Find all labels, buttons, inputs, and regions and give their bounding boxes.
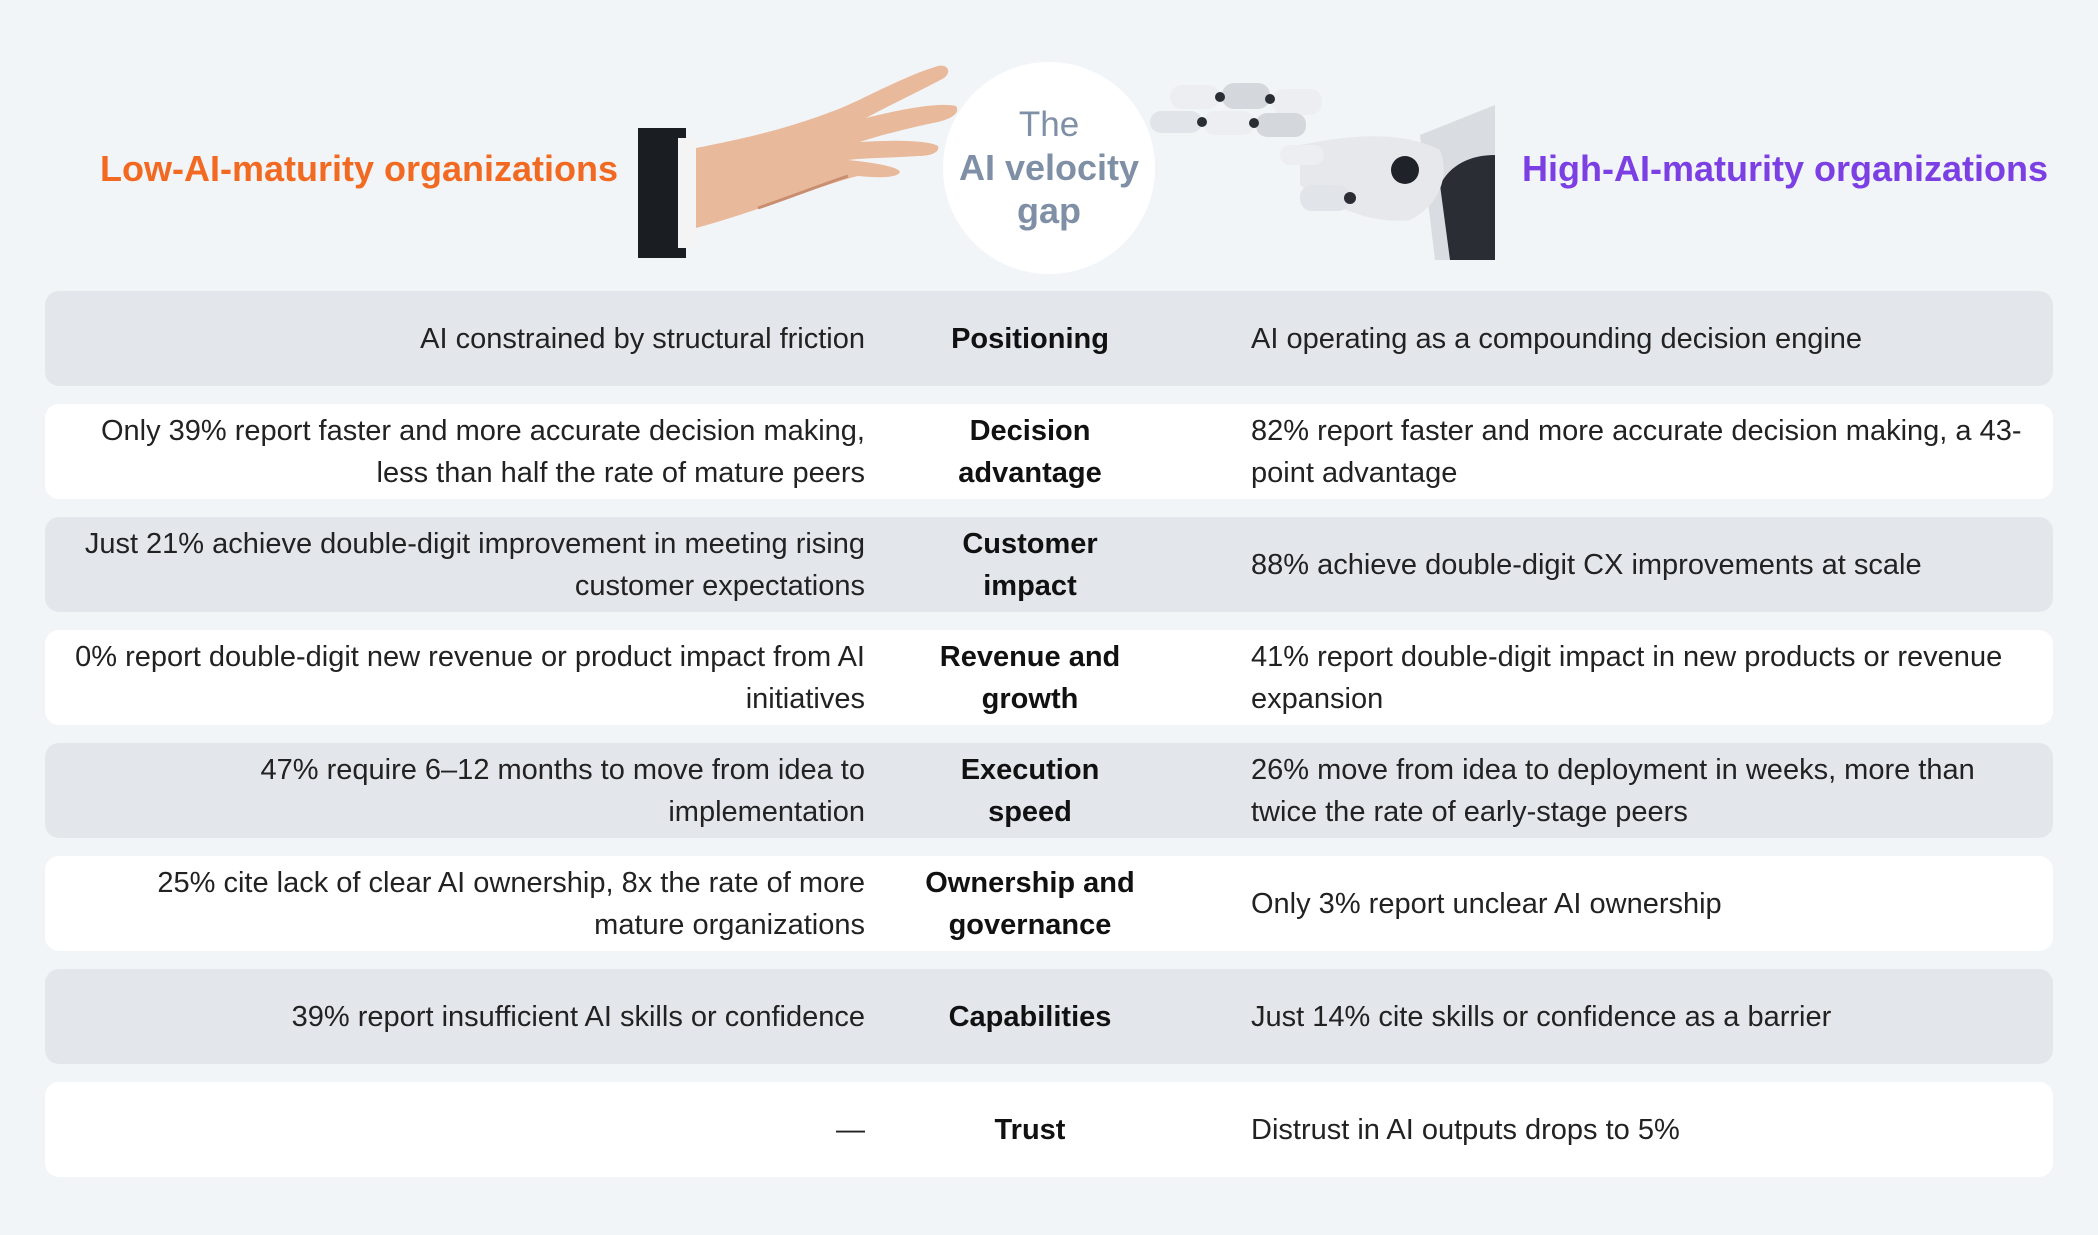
human-hand-image (638, 65, 958, 258)
category-label: Customer impact (962, 527, 1098, 602)
table-row: 47% require 6–12 months to move from ide… (45, 743, 2053, 838)
category-label: Decision advantage (958, 414, 1102, 489)
low-maturity-cell: 39% report insufficient AI skills or con… (291, 1000, 865, 1033)
high-maturity-cell: 41% report double-digit impact in new pr… (1251, 640, 2003, 715)
category-label: Positioning (951, 322, 1109, 355)
low-maturity-cell: Only 39% report faster and more accurate… (100, 414, 865, 489)
category-label: Revenue and growth (939, 640, 1121, 715)
robot-hand-image (1150, 83, 1495, 260)
badge-line-the: The (1018, 104, 1080, 144)
high-maturity-cell: Only 3% report unclear AI ownership (1251, 887, 1722, 920)
table-row: Only 39% report faster and more accurate… (45, 404, 2053, 499)
category-label: Trust (994, 1113, 1066, 1146)
high-maturity-title: High-AI-maturity organizations (1521, 148, 2048, 189)
table-row: Just 21% achieve double-digit improvemen… (45, 517, 2053, 612)
high-maturity-cell: 82% report faster and more accurate deci… (1251, 414, 2022, 489)
high-maturity-cell: Just 14% cite skills or confidence as a … (1251, 1000, 1832, 1033)
badge-line-gap: gap (1016, 190, 1081, 231)
high-maturity-cell: Distrust in AI outputs drops to 5% (1251, 1113, 1680, 1146)
low-maturity-cell: 47% require 6–12 months to move from ide… (260, 753, 866, 828)
table-row: AI constrained by structural friction Po… (45, 291, 2053, 386)
table-row: 25% cite lack of clear AI ownership, 8x … (45, 856, 2053, 951)
high-maturity-cell: 26% move from idea to deployment in week… (1251, 753, 1975, 828)
ai-velocity-gap-badge: The AI velocity gap (943, 62, 1155, 274)
category-label: Execution speed (960, 753, 1100, 828)
table-row: 0% report double-digit new revenue or pr… (45, 630, 2053, 725)
low-maturity-cell: 0% report double-digit new revenue or pr… (75, 640, 865, 715)
category-label: Ownership and governance (925, 866, 1135, 941)
low-maturity-cell: AI constrained by structural friction (420, 322, 865, 355)
low-maturity-cell: Just 21% achieve double-digit improvemen… (84, 527, 865, 602)
low-maturity-title: Low-AI-maturity organizations (100, 148, 619, 189)
table-row: 39% report insufficient AI skills or con… (45, 969, 2053, 1064)
category-label: Capabilities (948, 1000, 1112, 1033)
low-maturity-cell: 25% cite lack of clear AI ownership, 8x … (157, 866, 865, 941)
high-maturity-cell: AI operating as a compounding decision e… (1251, 322, 1863, 355)
table-row: — Trust Distrust in AI outputs drops to … (45, 1082, 2053, 1177)
badge-line-ai-velocity: AI velocity (958, 146, 1140, 188)
comparison-table: AI constrained by structural friction Po… (45, 291, 2053, 1195)
header: Low-AI-maturity organizations The AI vel… (0, 0, 2098, 280)
low-maturity-cell: — (836, 1113, 865, 1146)
high-maturity-cell: 88% achieve double-digit CX improvements… (1251, 548, 1922, 581)
